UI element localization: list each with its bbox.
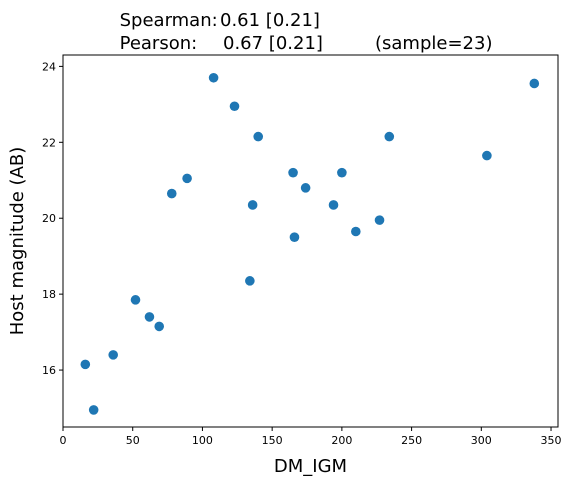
x-tick-label-1: 50: [126, 434, 140, 447]
title-pearson: Pearson: 0.67 [0.21] (sample=23): [91, 33, 510, 54]
axes-frame: [62, 54, 559, 428]
x-axis-ticks: 0 50 100 150 200 250 300 350: [60, 427, 562, 447]
data-point-11: [247, 200, 258, 210]
data-point-6: [166, 188, 177, 199]
x-tick-label-4: 200: [331, 434, 352, 447]
data-point-15: [300, 183, 311, 193]
data-point-16: [328, 200, 339, 210]
data-point-17: [337, 167, 347, 178]
data-point-2: [108, 350, 118, 360]
data-point-8: [208, 72, 219, 83]
y-tick-label-2: 20: [42, 212, 56, 225]
title-spearman: Spearman: 0.61 [0.21]: [91, 10, 337, 31]
y-tick-label-4: 24: [42, 60, 56, 73]
x-axis-label: DM_IGM: [274, 456, 347, 477]
x-tick-label-0: 0: [60, 434, 67, 447]
y-tick-label-0: 16: [42, 364, 56, 377]
data-point-12: [253, 131, 264, 142]
data-point-0: [80, 359, 91, 370]
data-point-4: [144, 312, 155, 322]
data-point-21: [482, 150, 492, 161]
data-point-22: [529, 78, 540, 89]
data-point-5: [154, 321, 165, 332]
data-point-7: [182, 173, 192, 184]
data-point-19: [374, 215, 385, 225]
x-tick-label-7: 350: [541, 434, 562, 447]
y-tick-label-1: 18: [42, 288, 56, 301]
data-point-18: [351, 226, 361, 237]
data-points: [80, 72, 540, 415]
data-point-10: [245, 276, 255, 286]
x-tick-label-2: 100: [192, 434, 213, 447]
x-tick-label-3: 150: [262, 434, 283, 447]
data-point-9: [229, 101, 240, 112]
data-point-20: [384, 131, 395, 142]
data-point-3: [130, 295, 141, 305]
plot-area: 0 50 100 150 200 250 300 350 16 18 20 22 24: [42, 54, 562, 447]
data-point-14: [289, 232, 300, 243]
data-point-13: [288, 167, 298, 178]
x-tick-label-6: 300: [471, 434, 492, 447]
y-axis-ticks: 16 18 20 22 24: [42, 60, 63, 377]
y-tick-label-3: 22: [42, 136, 56, 149]
y-axis-label: Host magnitude (AB): [7, 147, 28, 336]
data-point-1: [88, 405, 99, 415]
x-tick-label-5: 250: [401, 434, 422, 447]
